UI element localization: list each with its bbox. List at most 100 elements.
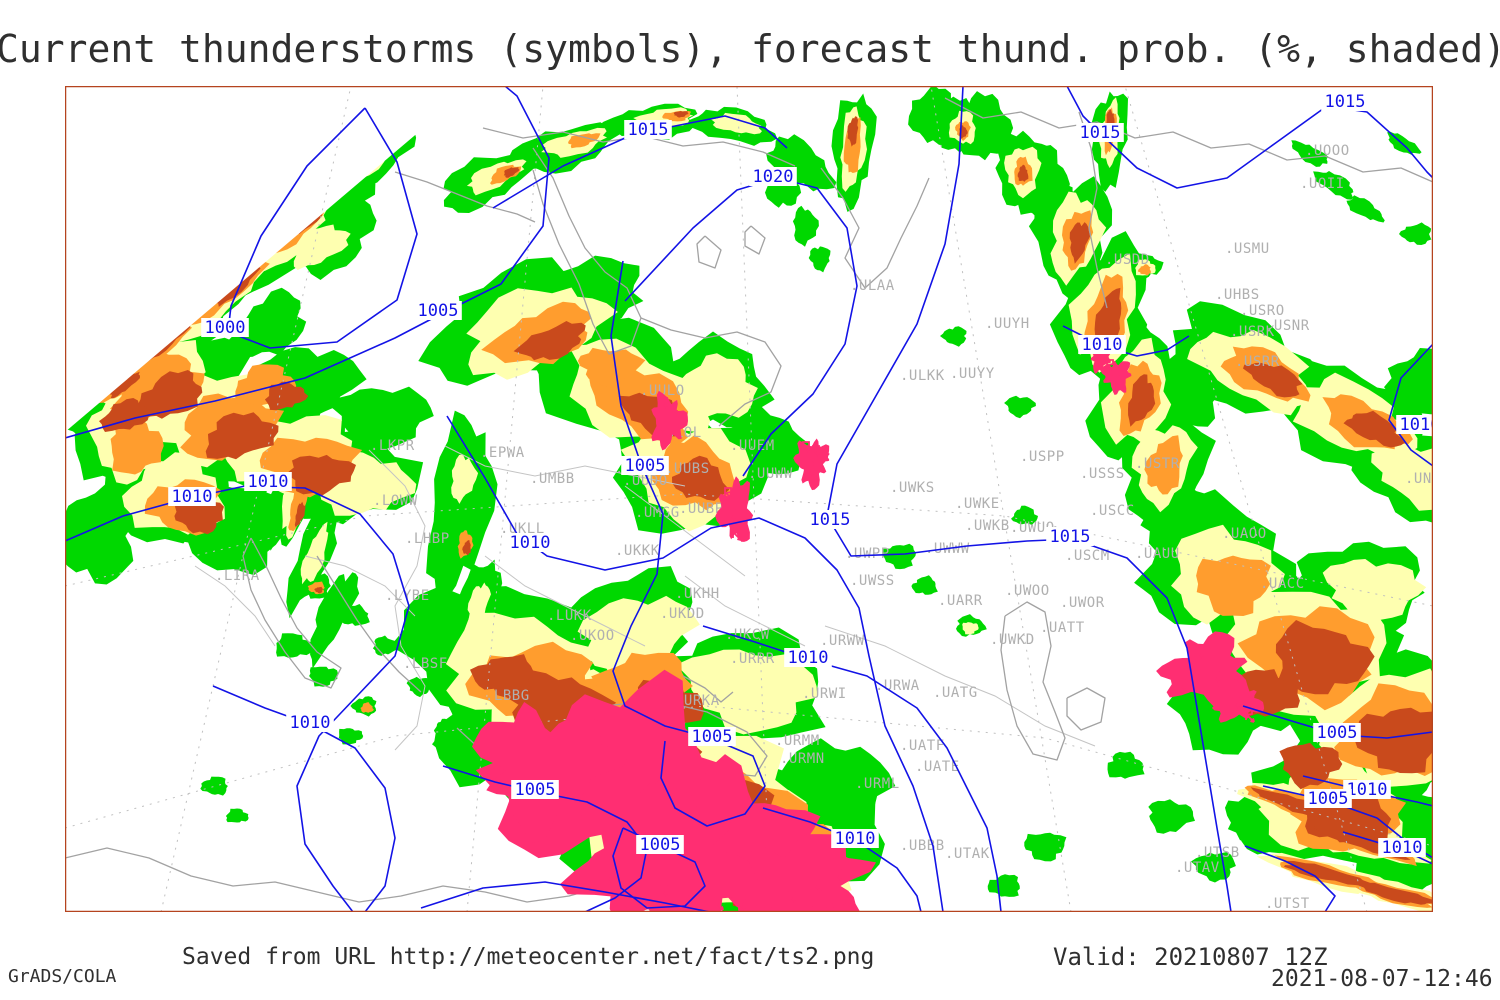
prob-region-yellow — [711, 112, 762, 135]
coastline — [394, 171, 536, 223]
isobar-label-box — [1321, 92, 1369, 111]
station-label: .LIRA — [215, 568, 260, 584]
station-label: .LUKK — [547, 608, 592, 624]
station-label: .LBSF — [403, 656, 448, 672]
isobar-label: 1010 — [510, 533, 551, 553]
station-label: .LBBG — [485, 688, 530, 704]
station-label: .UUBS — [665, 461, 710, 477]
isobar-label-box — [784, 648, 832, 667]
station-label: .UULO — [640, 383, 685, 399]
isobar-line — [1388, 343, 1433, 467]
isobar-label: 1005 — [1317, 723, 1358, 743]
station-label: .UATT — [1040, 620, 1085, 636]
prob-region-green — [987, 874, 1020, 897]
isobar-label: 1010 — [248, 472, 289, 492]
isobar-label-box — [688, 727, 736, 746]
thunderstorm-symbol — [764, 907, 772, 912]
station-label: .USCM — [1065, 548, 1110, 564]
prob-region-yellow — [293, 224, 351, 270]
station-label: .UTAV — [1175, 860, 1220, 876]
station-label: .URWA — [875, 678, 920, 694]
isobar-label: 1010 — [788, 648, 829, 668]
station-label: .UWKB — [965, 518, 1010, 534]
border-line — [368, 449, 426, 751]
thunderstorm-symbol — [1178, 679, 1188, 693]
station-label: .UMBB — [530, 471, 575, 487]
prob-region-red — [174, 499, 224, 535]
isobar-label-box — [1313, 723, 1361, 742]
prob-region-orange — [577, 347, 646, 388]
border-line — [444, 445, 686, 487]
border-line — [824, 625, 1096, 747]
thunderstorm-symbol — [714, 897, 724, 911]
isobar-label-box — [749, 167, 797, 186]
prob-region-yellow — [451, 454, 479, 504]
isobar-label-box — [1304, 789, 1352, 808]
station-label: .UKOO — [570, 628, 615, 644]
station-label: .UNBB — [1405, 471, 1433, 487]
station-label: .UUYH — [985, 316, 1030, 332]
thunderstorm-symbol — [812, 879, 822, 893]
station-label: .URKA — [675, 693, 720, 709]
prob-region-red — [294, 501, 306, 527]
prob-region-red — [1243, 362, 1303, 398]
prob-region-green — [1148, 799, 1195, 834]
grads-cola-credit: GrADS/COLA — [8, 966, 117, 987]
border-line — [684, 575, 806, 647]
station-label: .USMU — [1225, 241, 1270, 257]
thunderstorm-cluster — [810, 900, 860, 912]
station-label: .USTR — [1135, 456, 1180, 472]
isobar-label: 1005 — [515, 780, 556, 800]
prob-region-green — [1291, 140, 1329, 167]
prob-region-yellow — [467, 582, 491, 635]
coastline — [1066, 687, 1106, 731]
thunderstorm-symbol — [812, 445, 822, 459]
isobar-labels: 1000100510101010100510101015102010151015… — [168, 92, 1433, 858]
prob-region-green — [433, 718, 457, 736]
thunderstorm-symbol — [1112, 375, 1122, 389]
prob-region-yellow — [962, 622, 979, 635]
prob-region-orange — [360, 702, 374, 713]
isobar-label: 1010 — [1347, 780, 1388, 800]
prob-region-red — [1343, 410, 1405, 448]
thunderstorm-symbol — [1196, 647, 1206, 661]
map-area: .UOOO .UOII .USMU .USDD .USRO .USRK .USNR .USRR… — [65, 86, 1433, 912]
thunderstorm-symbol — [826, 907, 834, 912]
isobar-label-box — [1078, 335, 1126, 354]
prob-region-red — [1275, 620, 1375, 695]
isobar-line — [227, 107, 418, 349]
thunderstorm-symbol — [728, 509, 738, 523]
border-line — [194, 565, 276, 647]
station-label: .UACC — [1260, 576, 1305, 592]
coastline — [242, 537, 342, 689]
prob-region-green — [1313, 171, 1354, 200]
station-label: .UWKS — [890, 480, 935, 496]
chart-title: Current thunderstorms (symbols), forecas… — [0, 27, 1500, 71]
isobar-label: 1015 — [628, 120, 669, 140]
coastline — [696, 235, 722, 269]
coastlines — [65, 97, 1433, 903]
prob-region-green — [406, 676, 434, 698]
thunderstorm-symbol — [732, 527, 742, 541]
station-label: .UTST — [1265, 896, 1310, 912]
prob-region-green — [911, 575, 938, 595]
thunderstorm-symbol — [1245, 709, 1255, 723]
coastline — [1000, 601, 1066, 761]
isobar-line — [442, 765, 648, 912]
prob-region-green — [338, 728, 364, 745]
station-label: .EPWA — [480, 445, 525, 461]
graticule — [65, 86, 1433, 912]
isobar-line — [1244, 845, 1336, 912]
graticule-line — [736, 86, 772, 912]
station-label: .ULKK — [900, 368, 945, 384]
isobar-label-box — [636, 835, 684, 854]
station-label: .UTAK — [945, 846, 990, 862]
prob-region-green — [1346, 195, 1385, 223]
valid-time-label: Valid: 20210807 12Z — [1053, 943, 1328, 971]
thunderstorm-symbol — [802, 441, 812, 455]
isobar-label: 1010 — [835, 829, 876, 849]
station-label: .USRO — [1240, 303, 1285, 319]
station-label: .UUDO — [623, 473, 668, 489]
station-label: .ULAA — [850, 278, 895, 294]
prob-region-green — [1004, 395, 1036, 419]
